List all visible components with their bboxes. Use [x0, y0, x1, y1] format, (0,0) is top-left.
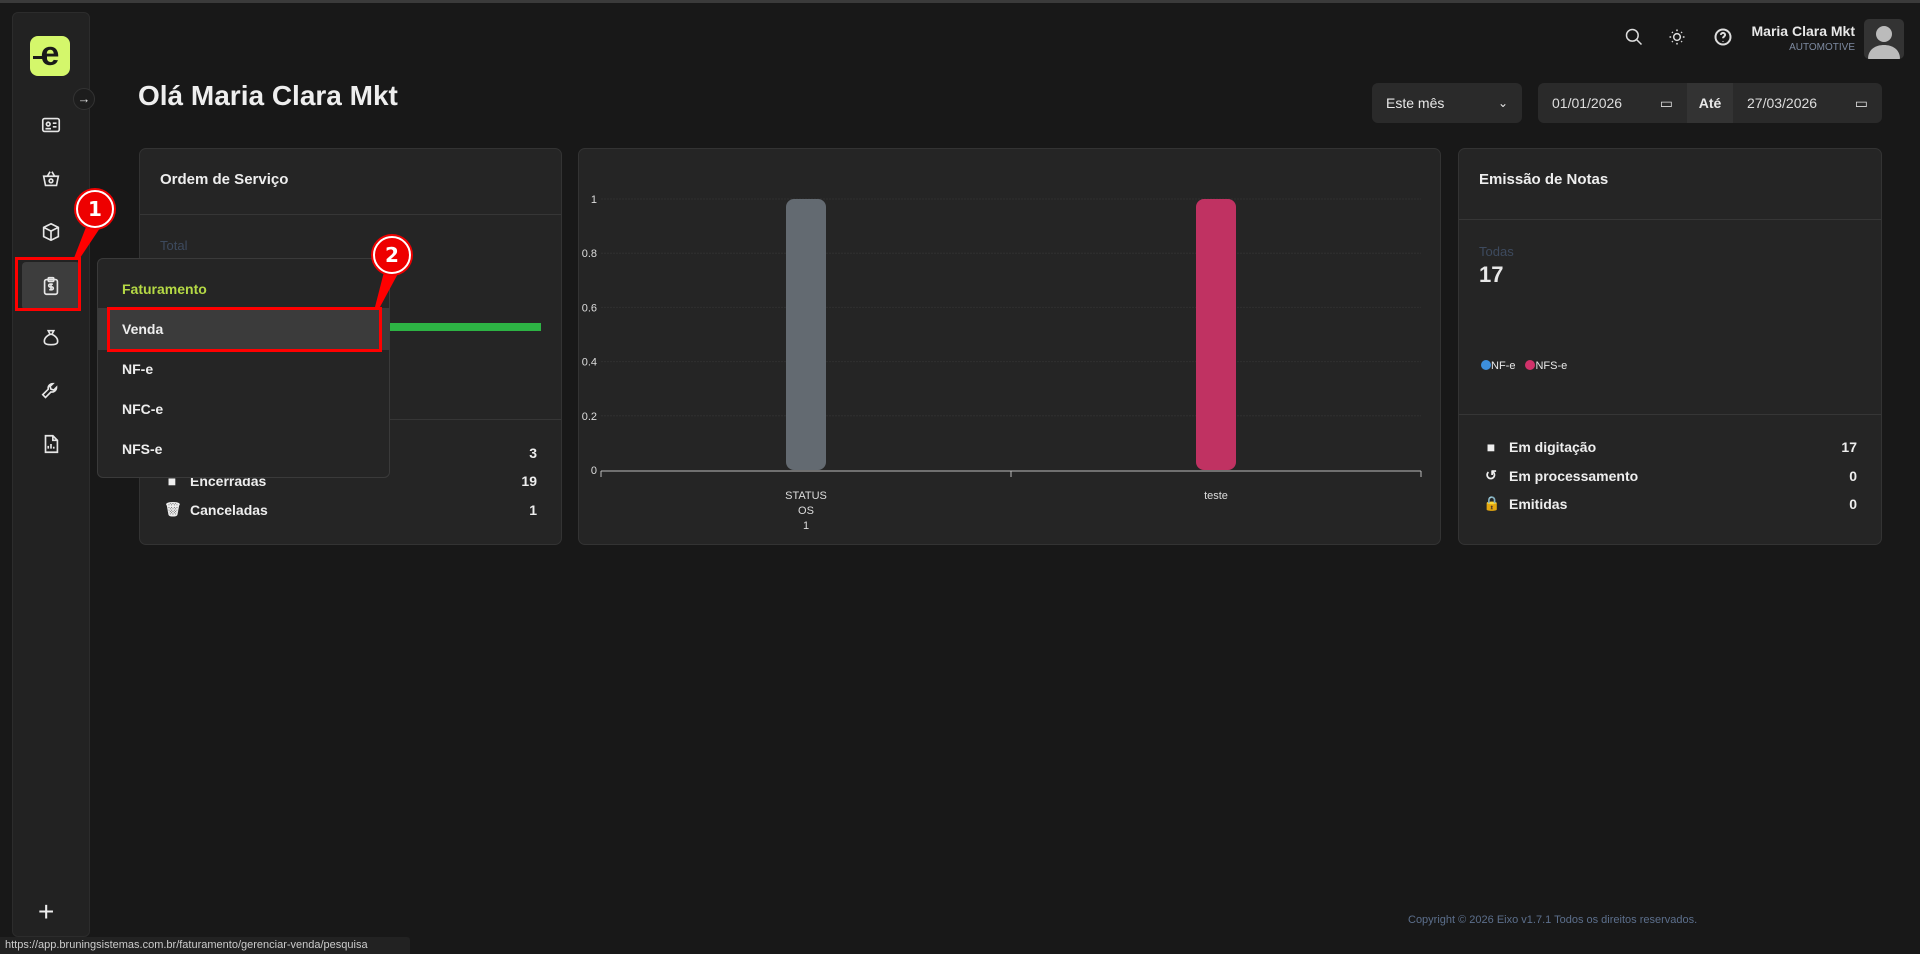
billing-clipboard-icon	[43, 276, 59, 296]
wrench-icon	[41, 382, 58, 399]
until-label: Até	[1687, 83, 1733, 123]
bar	[1196, 199, 1236, 470]
page-title: Olá Maria Clara Mkt	[138, 80, 398, 111]
calendar-icon[interactable]: ▭	[1854, 94, 1868, 111]
submenu-heading: Faturamento	[122, 281, 207, 297]
date-range: 01/01/2026 ▭ Até 27/03/2026 ▭	[1538, 83, 1882, 123]
submenu-item-nfe[interactable]: NF-e	[122, 361, 154, 377]
billing-submenu: Faturamento Venda NF-e NFC-e NFS-e	[97, 258, 390, 478]
y-tick-label: 0.2	[582, 411, 597, 423]
os-row: 🗑 Canceladas 1	[164, 501, 537, 518]
copyright: Copyright © 2026 Eixo v1.7.1 Todos os di…	[1408, 914, 1698, 926]
lock-icon: 🔒	[1483, 495, 1501, 511]
window-top-border	[0, 0, 1920, 3]
legend-item-nfse[interactable]: NFS-e	[1525, 360, 1567, 372]
folder-icon: ■	[1486, 439, 1496, 455]
step-badge-1: 1	[76, 190, 114, 228]
plus-icon[interactable]: +	[38, 896, 55, 927]
notes-row: ■ Em digitação 17	[1483, 439, 1857, 455]
x-tick-label: 1	[803, 520, 809, 532]
sidebar-item-produtos[interactable]	[22, 208, 80, 256]
card-title: Emissão de Notas	[1479, 171, 1609, 188]
highlight-box-2	[107, 307, 382, 352]
step-badge-2: 2	[373, 236, 411, 274]
logo[interactable]: e	[30, 36, 70, 76]
trash-icon: 🗑	[164, 501, 182, 517]
sidebar-item-vendas[interactable]	[22, 155, 80, 203]
x-tick-label: teste	[1204, 490, 1228, 502]
avatar[interactable]	[1864, 19, 1904, 59]
legend-item-nfe[interactable]: NF-e	[1481, 360, 1515, 372]
expand-sidebar-button[interactable]: →	[73, 88, 95, 110]
calendar-icon[interactable]: ▭	[1659, 94, 1673, 111]
date-from-input[interactable]: 01/01/2026 ▭	[1552, 94, 1673, 112]
y-tick-label: 0.4	[582, 357, 597, 369]
notes-row: ↺ Em processamento 0	[1483, 467, 1857, 484]
annotation-pointers	[74, 222, 401, 307]
legend: NF-e NFS-e	[1481, 360, 1567, 372]
report-icon	[44, 434, 59, 454]
arrow-right-icon: →	[77, 91, 91, 106]
sidebar-item-servicos[interactable]	[22, 367, 80, 415]
os-row: 3	[529, 445, 537, 461]
highlight-box-1	[15, 257, 81, 311]
all-value: 17	[1479, 262, 1504, 287]
submenu-item-nfse[interactable]: NFS-e	[122, 441, 163, 457]
help-icon[interactable]	[1713, 27, 1733, 52]
os-status-chart: 0 0.2 0.4 0.6 0.8 1 STATUS OS 1 teste	[578, 148, 1441, 545]
box-icon	[42, 222, 60, 242]
notes-card: Emissão de Notas Todas 17 NF-e NFS-e ■ Em…	[1458, 148, 1882, 545]
history-icon: ↺	[1485, 467, 1497, 483]
sidebar-item-financeiro[interactable]	[22, 314, 80, 362]
id-card-icon	[41, 117, 61, 133]
period-select[interactable]: Este mês ⌄	[1372, 83, 1522, 123]
date-to-input[interactable]: 27/03/2026 ▭	[1747, 94, 1868, 112]
money-bag-icon	[43, 329, 59, 346]
chevron-down-icon: ⌄	[1497, 96, 1508, 110]
bar-chart: 0 0.2 0.4 0.6 0.8 1 STATUS OS 1 teste	[582, 194, 1422, 532]
sidebar-item-faturamento[interactable]	[22, 262, 80, 310]
user-name[interactable]: Maria Clara Mkt	[1751, 23, 1855, 39]
sidebar-item-cadastros[interactable]	[22, 101, 80, 149]
y-tick-label: 1	[591, 194, 597, 206]
submenu-item-venda[interactable]: Venda	[98, 308, 389, 350]
card-title: Ordem de Serviço	[160, 171, 289, 188]
user-company: AUTOMOTIVE	[1789, 42, 1855, 53]
total-label: Total	[160, 238, 188, 253]
theme-sun-icon[interactable]	[1667, 27, 1687, 52]
search-icon[interactable]	[1624, 27, 1644, 52]
bar	[786, 199, 826, 470]
status-bar-url: https://app.bruningsistemas.com.br/fatur…	[0, 937, 410, 954]
y-tick-label: 0.8	[582, 248, 597, 260]
notes-row: 🔒 Emitidas 0	[1483, 495, 1857, 512]
submenu-item-nfce[interactable]: NFC-e	[122, 401, 164, 417]
x-tick-label: OS	[798, 505, 814, 517]
y-tick-label: 0	[591, 465, 597, 477]
sidebar-item-relatorios[interactable]	[22, 420, 80, 468]
folder-icon: ■	[167, 473, 177, 489]
x-tick-label: STATUS	[785, 490, 827, 502]
all-label: Todas	[1479, 244, 1514, 259]
basket-icon	[42, 171, 60, 187]
y-tick-label: 0.6	[582, 302, 597, 314]
sidebar	[12, 12, 90, 937]
